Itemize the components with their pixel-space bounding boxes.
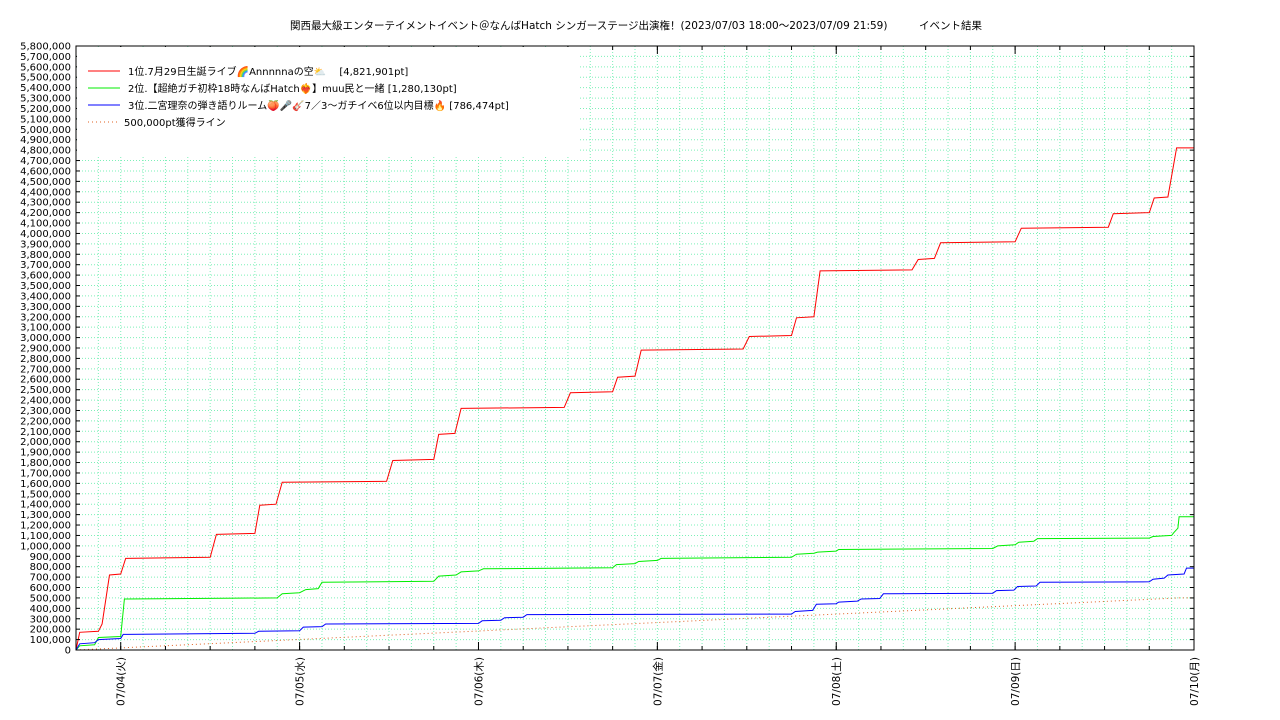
- y-tick-label: 600,000: [30, 583, 71, 594]
- x-tick-label: 07/04(火): [116, 657, 128, 706]
- y-tick-label: 200,000: [30, 625, 71, 636]
- y-tick-label: 5,200,000: [20, 104, 71, 115]
- y-tick-label: 4,900,000: [20, 135, 71, 146]
- y-tick-label: 700,000: [30, 573, 71, 584]
- chart-title: 関西最大級エンターテイメントイベント＠なんばHatch シンガーステージ出演権！…: [290, 20, 982, 32]
- y-tick-label: 3,100,000: [20, 323, 71, 334]
- y-tick-label: 4,800,000: [20, 146, 71, 157]
- y-tick-label: 1,800,000: [20, 458, 71, 469]
- y-tick-label: 3,300,000: [20, 302, 71, 313]
- y-tick-label: 4,700,000: [20, 156, 71, 167]
- y-tick-label: 4,500,000: [20, 177, 71, 188]
- legend-label-2: 2位.【超絶ガチ初枠18時なんばHatch❤️‍🔥】muu民と一緒 [1,280…: [128, 82, 457, 95]
- y-tick-label: 4,200,000: [20, 208, 71, 219]
- y-tick-label: 2,800,000: [20, 354, 71, 365]
- series-line-1: [75, 147, 1194, 651]
- y-tick-label: 2,600,000: [20, 375, 71, 386]
- y-tick-label: 900,000: [30, 552, 71, 563]
- y-tick-label: 2,300,000: [20, 406, 71, 417]
- y-tick-label: 5,800,000: [20, 42, 71, 53]
- y-tick-label: 3,500,000: [20, 281, 71, 292]
- y-tick-label: 5,300,000: [20, 94, 71, 105]
- x-tick-label: 07/07(金): [651, 657, 664, 706]
- y-tick-label: 3,700,000: [20, 260, 71, 271]
- y-tick-label: 1,600,000: [20, 479, 71, 490]
- y-tick-label: 5,100,000: [20, 114, 71, 125]
- legend-label-3: 3位.二宮理奈の弾き語りルーム🍑🎤🎸7／3〜ガチイベ6位以内目標🔥 [786,4…: [128, 99, 509, 112]
- y-tick-label: 2,000,000: [20, 437, 71, 448]
- y-tick-label: 3,200,000: [20, 312, 71, 323]
- y-tick-label: 4,100,000: [20, 219, 71, 230]
- y-tick-label: 5,600,000: [20, 62, 71, 73]
- y-tick-label: 2,700,000: [20, 364, 71, 375]
- y-tick-label: 100,000: [30, 635, 71, 646]
- y-tick-label: 3,900,000: [20, 239, 71, 250]
- y-tick-label: 1,000,000: [20, 541, 71, 552]
- series-lines: [75, 147, 1194, 651]
- x-tick-label: 07/09(日): [1010, 657, 1022, 706]
- y-tick-label: 1,500,000: [20, 489, 71, 500]
- y-tick-label: 2,900,000: [20, 344, 71, 355]
- x-tick-label: 07/06(木): [473, 657, 485, 706]
- series-line-3: [75, 567, 1194, 651]
- y-tick-label: 500,000: [30, 593, 71, 604]
- y-tick-label: 5,700,000: [20, 52, 71, 63]
- y-tick-label: 400,000: [30, 604, 71, 615]
- x-tick-label: 07/08(土): [830, 657, 843, 706]
- series-line-2: [75, 516, 1194, 651]
- y-tick-label: 3,800,000: [20, 250, 71, 261]
- y-tick-label: 2,400,000: [20, 396, 71, 407]
- y-tick-label: 4,400,000: [20, 187, 71, 198]
- y-tick-label: 4,300,000: [20, 198, 71, 209]
- y-tick-label: 4,600,000: [20, 166, 71, 177]
- y-tick-label: 2,100,000: [20, 427, 71, 438]
- y-tick-label: 800,000: [30, 562, 71, 573]
- y-tick-label: 3,600,000: [20, 271, 71, 282]
- y-tick-label: 5,400,000: [20, 83, 71, 94]
- axes: 0100,000200,000300,000400,000500,000600,…: [20, 42, 1201, 706]
- y-tick-label: 1,900,000: [20, 448, 71, 459]
- legend-label-1: 1位.7月29日生誕ライブ🌈Annnnnaの空⛅ [4,821,901pt]: [128, 65, 408, 78]
- y-tick-label: 4,000,000: [20, 229, 71, 240]
- legend-label-4: 500,000pt獲得ライン: [124, 116, 226, 129]
- y-tick-label: 0: [65, 646, 71, 657]
- y-tick-label: 1,200,000: [20, 521, 71, 532]
- y-tick-label: 3,400,000: [20, 291, 71, 302]
- y-tick-label: 1,300,000: [20, 510, 71, 521]
- y-tick-label: 3,000,000: [20, 333, 71, 344]
- y-tick-label: 1,400,000: [20, 500, 71, 511]
- legend-background: [77, 47, 579, 155]
- x-tick-label: 07/05(水): [295, 657, 307, 706]
- legend: 1位.7月29日生誕ライブ🌈Annnnnaの空⛅ [4,821,901pt] 2位…: [77, 47, 579, 155]
- y-tick-label: 1,700,000: [20, 468, 71, 479]
- series-line-4: [75, 597, 1194, 651]
- y-tick-label: 5,500,000: [20, 73, 71, 84]
- y-tick-label: 2,500,000: [20, 385, 71, 396]
- x-tick-label: 07/10(月): [1189, 657, 1201, 706]
- y-tick-label: 5,000,000: [20, 125, 71, 136]
- y-tick-label: 2,200,000: [20, 416, 71, 427]
- y-tick-label: 300,000: [30, 614, 71, 625]
- y-tick-label: 1,100,000: [20, 531, 71, 542]
